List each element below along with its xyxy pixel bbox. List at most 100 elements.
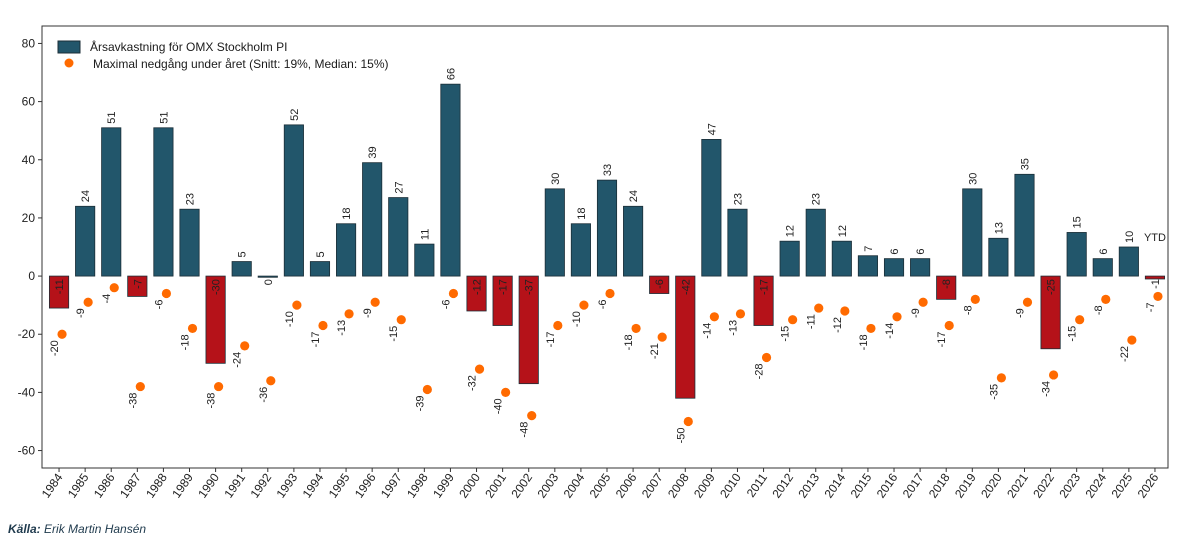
x-tick-label: 2026 bbox=[1135, 470, 1162, 500]
drawdown-point bbox=[1101, 294, 1111, 304]
drawdown-value-label: -12 bbox=[832, 317, 844, 333]
drawdown-value-label: -15 bbox=[1067, 326, 1079, 342]
drawdown-value-label: -13 bbox=[727, 320, 739, 336]
legend: Årsavkastning för OMX Stockholm PI Maxim… bbox=[57, 39, 389, 71]
bar bbox=[753, 275, 774, 326]
drawdown-point bbox=[892, 312, 902, 322]
x-tick-label: 2024 bbox=[1082, 470, 1109, 500]
drawdown-point bbox=[631, 323, 641, 334]
drawdown-point bbox=[266, 376, 276, 386]
bar bbox=[596, 179, 618, 277]
x-tick-label: 2019 bbox=[952, 470, 979, 500]
drawdown-value-label: -35 bbox=[988, 384, 1000, 400]
drawdown-value-label: -39 bbox=[414, 395, 426, 411]
drawdown-point bbox=[735, 309, 746, 319]
drawdown-point bbox=[579, 300, 589, 310]
legend-bar-swatch bbox=[57, 40, 81, 54]
x-tick-label: 1993 bbox=[274, 470, 301, 500]
x-tick-label: 1987 bbox=[117, 470, 144, 500]
drawdown-point bbox=[1127, 335, 1137, 345]
y-tick-label: 80 bbox=[22, 36, 36, 50]
bar bbox=[1144, 275, 1166, 280]
bar-value-label: 11 bbox=[419, 229, 431, 240]
drawdown-point bbox=[605, 288, 615, 299]
drawdown-point bbox=[214, 381, 224, 392]
bar bbox=[48, 275, 70, 309]
bar-value-label: 6 bbox=[889, 249, 901, 255]
drawdown-value-label: -8 bbox=[962, 305, 974, 315]
drawdown-value-label: -9 bbox=[75, 308, 87, 318]
y-tick-label: -40 bbox=[18, 385, 36, 399]
x-tick-label: 2009 bbox=[691, 470, 718, 500]
x-tick-label: 2003 bbox=[534, 470, 561, 500]
bar bbox=[127, 275, 148, 297]
drawdown-point bbox=[866, 323, 876, 334]
bar bbox=[492, 275, 513, 326]
y-tick-label: 60 bbox=[22, 95, 36, 109]
bar bbox=[570, 223, 591, 277]
drawdown-point bbox=[1048, 370, 1059, 380]
drawdown-value-label: -18 bbox=[180, 334, 192, 350]
drawdown-point bbox=[292, 300, 302, 310]
bar bbox=[179, 208, 200, 277]
x-tick-label: 2008 bbox=[665, 470, 692, 500]
bar bbox=[153, 127, 174, 277]
bar bbox=[910, 258, 931, 277]
drawdown-point bbox=[761, 352, 772, 363]
drawdown-value-label: -24 bbox=[232, 352, 244, 368]
drawdown-value-label: -6 bbox=[440, 300, 452, 310]
bar-value-label: -8 bbox=[941, 279, 953, 289]
bar-value-label: 24 bbox=[628, 190, 640, 202]
drawdown-value-label: -4 bbox=[101, 294, 113, 304]
bar bbox=[414, 243, 435, 277]
legend-dot-swatch bbox=[64, 58, 74, 68]
bar bbox=[309, 261, 331, 277]
bar bbox=[440, 83, 461, 277]
bar-value-label: 30 bbox=[967, 173, 979, 185]
drawdown-value-label: -11 bbox=[806, 314, 818, 329]
legend-dot-label: Maximal nedgång under året (Snitt: 19%, … bbox=[93, 57, 389, 71]
bar bbox=[388, 197, 409, 277]
drawdown-point bbox=[422, 384, 432, 395]
x-tick-label: 1991 bbox=[221, 470, 248, 500]
drawdown-point bbox=[344, 309, 354, 319]
bar bbox=[936, 275, 957, 300]
bar-value-label: 6 bbox=[915, 249, 927, 255]
drawdown-value-label: -36 bbox=[258, 387, 270, 403]
bar-value-label: 23 bbox=[732, 193, 744, 205]
x-tick-label: 2007 bbox=[639, 470, 666, 500]
bar bbox=[336, 223, 357, 277]
bar-value-label: 23 bbox=[811, 193, 823, 205]
bar bbox=[544, 188, 565, 277]
bar bbox=[988, 237, 1009, 277]
drawdown-value-label: -20 bbox=[49, 340, 61, 356]
x-tick-label: 1998 bbox=[404, 470, 431, 500]
bar bbox=[75, 205, 96, 277]
drawdown-value-label: -6 bbox=[597, 300, 609, 310]
x-tick-label: 2023 bbox=[1056, 470, 1083, 500]
bar-value-label: 66 bbox=[445, 68, 457, 80]
bar-value-label: 52 bbox=[289, 109, 301, 121]
drawdown-value-label: -18 bbox=[623, 334, 635, 350]
x-tick-label: 1984 bbox=[39, 470, 66, 500]
bar-value-label: 27 bbox=[393, 181, 405, 193]
drawdown-point bbox=[1022, 297, 1033, 307]
x-tick-label: 1986 bbox=[91, 470, 118, 500]
x-tick-label: 2022 bbox=[1030, 470, 1057, 500]
bar bbox=[231, 261, 252, 277]
bar-value-label: 51 bbox=[106, 112, 118, 124]
drawdown-value-label: -10 bbox=[571, 311, 583, 327]
drawdown-value-label: -7 bbox=[1145, 302, 1157, 312]
x-tick-label: 1999 bbox=[430, 470, 457, 500]
y-tick-label: -20 bbox=[18, 327, 36, 341]
x-tick-label: 2002 bbox=[508, 470, 535, 500]
x-tick-label: 2006 bbox=[613, 470, 640, 500]
drawdown-value-label: -32 bbox=[467, 375, 479, 391]
drawdown-value-label: -13 bbox=[336, 320, 348, 336]
x-tick-label: 1997 bbox=[378, 470, 405, 500]
drawdown-point bbox=[814, 303, 824, 313]
drawdown-point bbox=[840, 306, 850, 316]
x-tick-label: 2025 bbox=[1109, 470, 1136, 500]
drawdown-point bbox=[83, 297, 93, 307]
